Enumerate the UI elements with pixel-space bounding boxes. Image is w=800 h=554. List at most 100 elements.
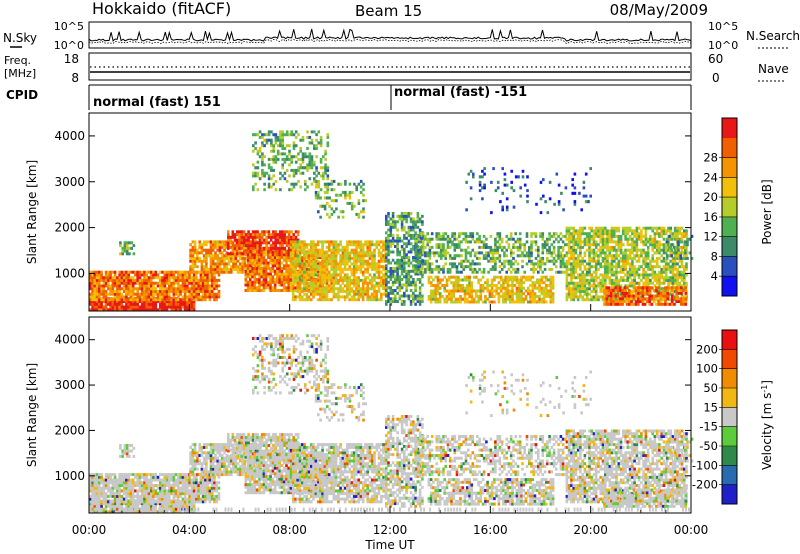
freq-right-tick-top: 60	[708, 52, 723, 66]
power-cell	[434, 300, 437, 304]
power-cell	[324, 149, 327, 153]
power-cell	[466, 300, 469, 304]
power-cell	[290, 188, 293, 192]
power-cell	[531, 284, 535, 287]
power-cell	[579, 229, 582, 233]
power-cell	[415, 265, 418, 269]
power-cell	[370, 254, 374, 258]
power-cell	[274, 157, 278, 161]
power-cell	[267, 272, 270, 276]
power-cell	[100, 276, 103, 280]
power-cell	[322, 155, 325, 159]
power-cell	[635, 267, 639, 271]
power-cell	[541, 259, 545, 263]
power-cell	[592, 234, 596, 238]
power-cell	[462, 265, 466, 269]
power-cell	[339, 278, 342, 282]
power-cell	[310, 155, 314, 159]
power-cell	[312, 281, 315, 285]
power-cell	[509, 262, 513, 266]
power-cell	[608, 262, 612, 266]
power-cell	[211, 265, 215, 269]
power-cell	[503, 262, 506, 266]
power-cell	[576, 237, 580, 241]
power-cell	[481, 275, 485, 279]
power-cell	[191, 265, 195, 269]
power-cell	[403, 250, 406, 254]
power-cell	[590, 278, 593, 282]
power-cell	[400, 217, 404, 221]
power-cell	[113, 295, 117, 299]
power-cell	[290, 182, 293, 186]
power-cell	[407, 278, 411, 281]
power-cell	[339, 265, 342, 269]
power-cell	[570, 232, 573, 236]
power-cell	[419, 245, 423, 249]
power-cell	[274, 246, 277, 250]
power-cell	[385, 280, 388, 284]
power-cell	[362, 210, 365, 214]
power-cell	[122, 284, 126, 288]
power-cell	[587, 200, 590, 204]
power-cell	[551, 300, 555, 304]
power-cell	[464, 232, 468, 236]
power-cell	[357, 212, 361, 216]
power-cell	[490, 284, 494, 287]
power-cell	[321, 265, 324, 269]
power-cell	[125, 284, 128, 288]
power-cell	[95, 295, 99, 299]
power-cell	[116, 292, 119, 296]
power-cell	[296, 254, 299, 258]
power-cell	[131, 289, 135, 293]
power-cell	[615, 262, 618, 266]
power-cell	[405, 280, 408, 284]
power-cell	[617, 259, 621, 263]
power-cell	[343, 254, 347, 258]
power-cell	[225, 270, 229, 274]
power-cell	[585, 298, 589, 302]
power-cell	[418, 228, 422, 232]
power-cell	[210, 276, 214, 280]
power-cell	[220, 245, 224, 249]
power-cell	[281, 157, 284, 161]
power-cell	[414, 272, 417, 276]
power-cell	[163, 292, 167, 296]
power-cell	[480, 245, 484, 249]
power-cell	[140, 278, 144, 282]
power-cell	[382, 267, 385, 271]
power-cell	[487, 270, 490, 274]
power-cell	[424, 237, 427, 241]
power-cell	[297, 166, 300, 170]
power-cell	[316, 287, 320, 291]
power-cell	[350, 240, 354, 244]
power-cell	[289, 259, 293, 263]
power-cell	[479, 286, 483, 290]
power-cell	[211, 256, 215, 260]
power-cell	[325, 267, 329, 271]
power-cell	[285, 289, 288, 292]
power-cell	[256, 241, 259, 245]
power-cell	[606, 256, 609, 260]
power-cell	[281, 144, 284, 148]
power-cell	[552, 251, 556, 255]
power-cell	[210, 278, 214, 282]
power-cell	[346, 295, 349, 299]
power-cell	[303, 275, 306, 279]
power-cell	[291, 245, 295, 249]
power-cell	[460, 232, 463, 236]
power-cell	[463, 292, 467, 296]
power-cell	[119, 241, 122, 245]
power-cell	[136, 298, 139, 302]
power-cell	[615, 251, 618, 255]
power-cell	[265, 246, 268, 250]
power-cell	[421, 275, 424, 279]
power-cell	[599, 278, 602, 282]
power-cell	[417, 240, 420, 244]
power-cell	[389, 245, 393, 248]
power-cell	[165, 308, 169, 312]
power-cell	[113, 300, 117, 303]
power-cell	[242, 235, 246, 239]
power-cell	[426, 265, 429, 269]
power-cell	[426, 240, 429, 244]
power-cell	[521, 251, 524, 255]
